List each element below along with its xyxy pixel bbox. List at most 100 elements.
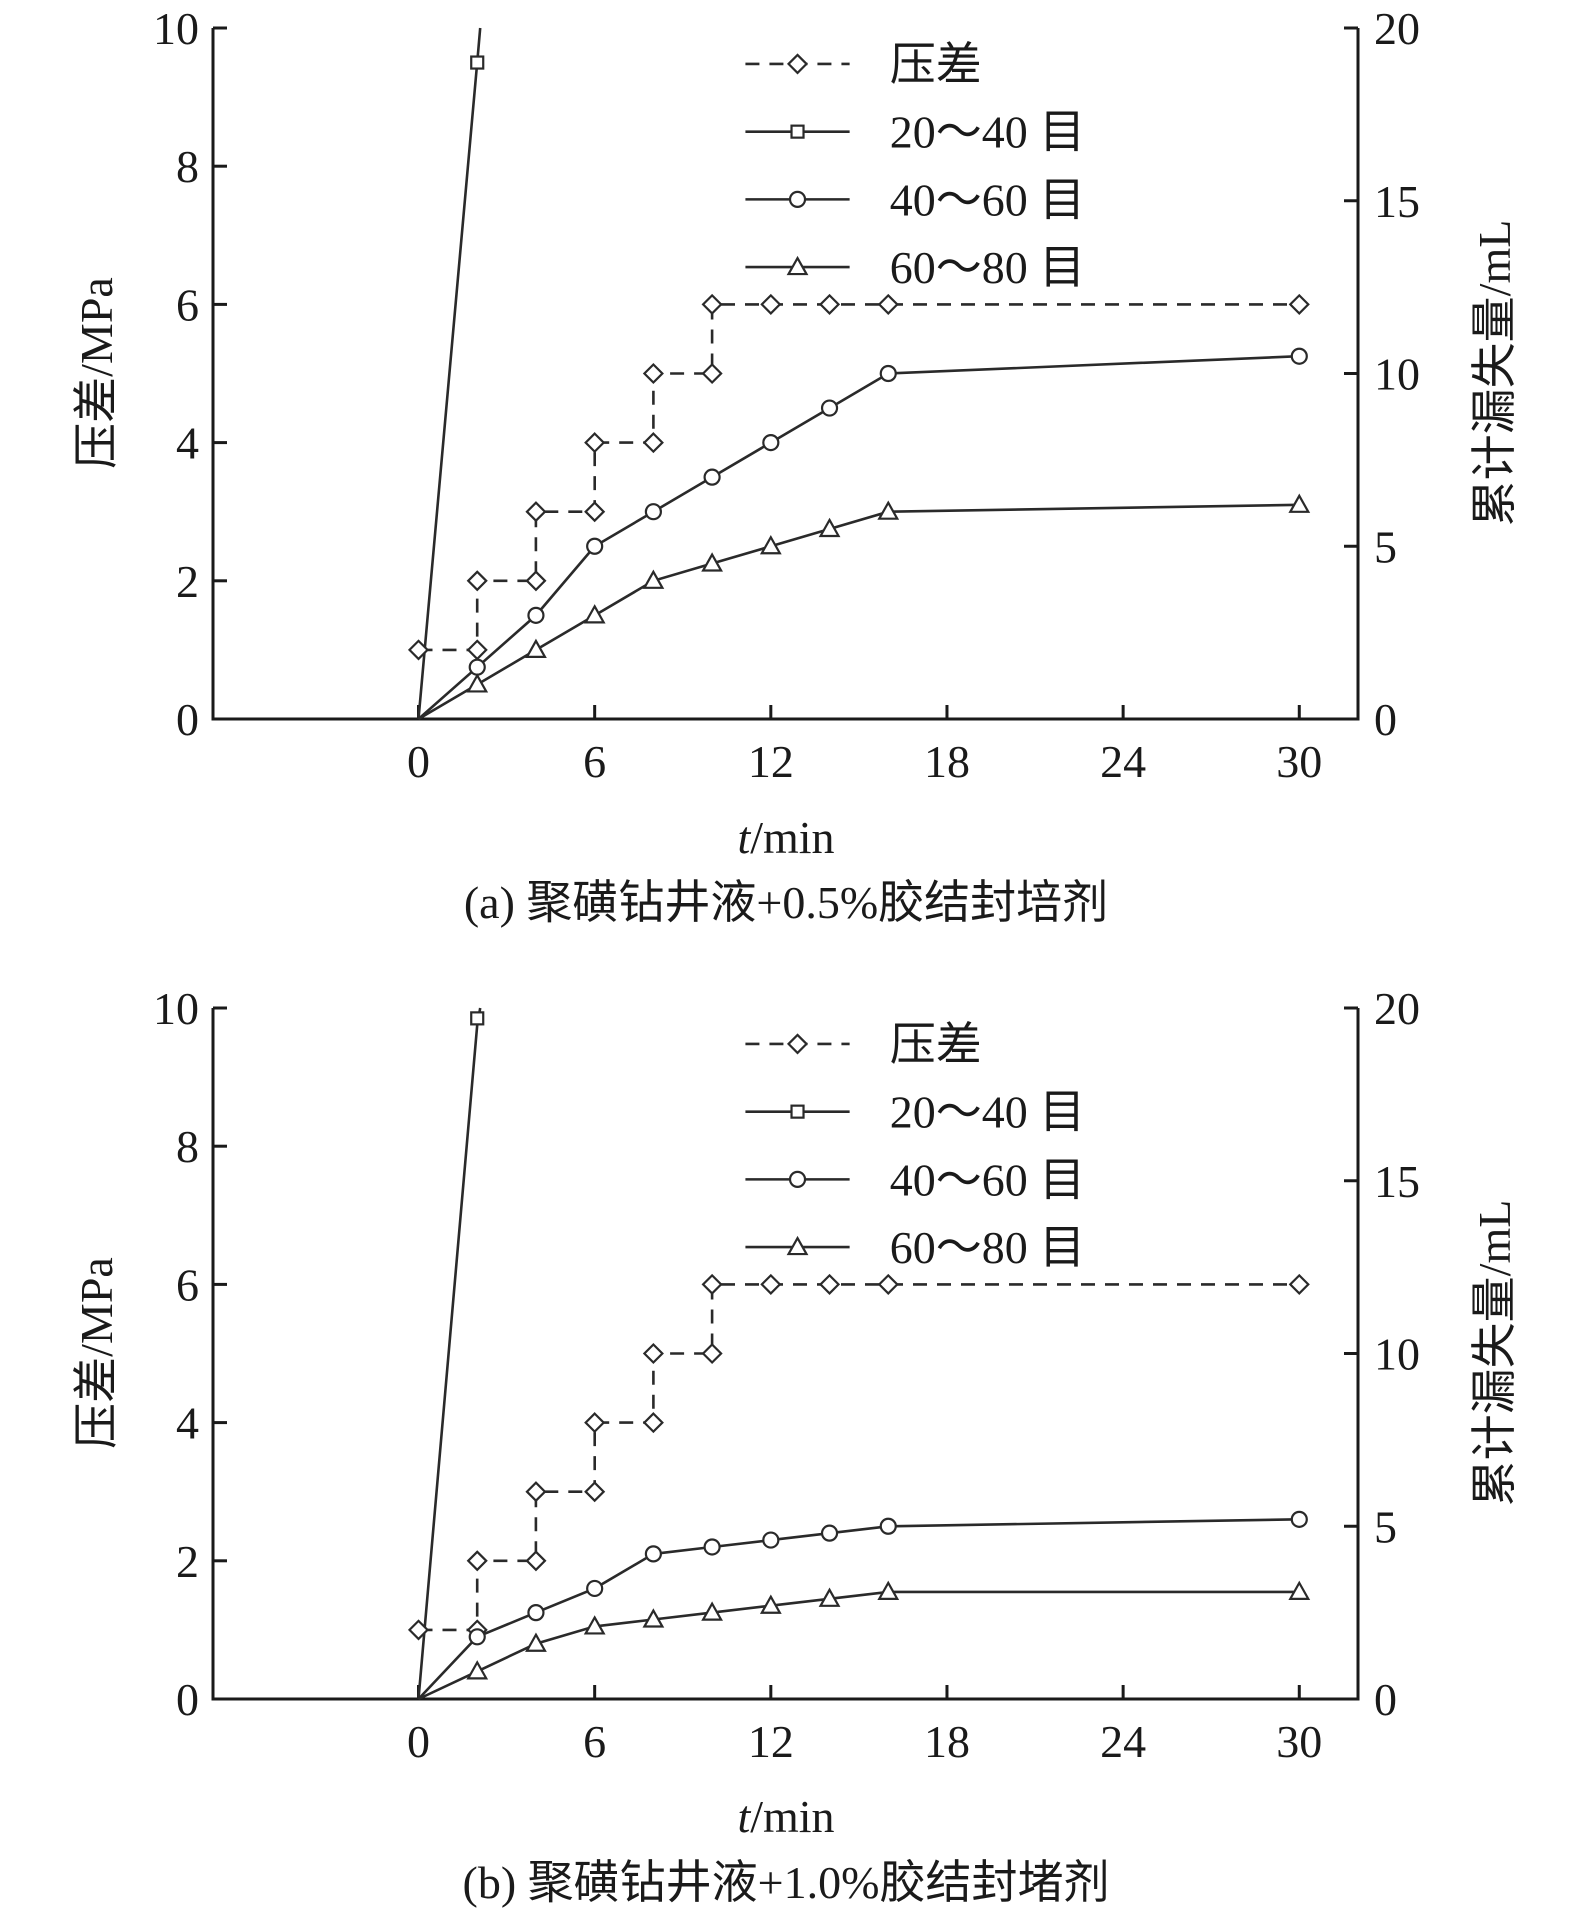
- data-point-pressure: [701, 1273, 723, 1295]
- data-point-triangle: [642, 1608, 665, 1628]
- y-axis-label-left: 压差/MPa: [71, 1257, 122, 1449]
- x-axis-tick-label: 18: [924, 736, 970, 787]
- x-axis-label-unit: /min: [750, 812, 834, 863]
- x-axis-tick-label: 6: [583, 736, 606, 787]
- right-axis-tick-label: 10: [1374, 1329, 1420, 1380]
- data-point-pressure: [642, 1412, 664, 1434]
- data-point-circle: [879, 1517, 897, 1535]
- x-axis-tick-label: 24: [1100, 1716, 1146, 1767]
- legend: 压差 20～40 目 40～60 目 60～80 目: [745, 1019, 1085, 1273]
- right-axis-tick-label: 0: [1374, 1674, 1397, 1725]
- data-point-triangle: [877, 500, 900, 520]
- legend-marker-circle: [788, 190, 807, 208]
- data-point-circle: [586, 1579, 604, 1598]
- x-axis-label: t/min: [737, 1791, 834, 1842]
- data-point-pressure: [525, 501, 547, 523]
- legend-label: 40～60 目: [890, 174, 1086, 225]
- data-point-pressure: [877, 1273, 899, 1295]
- data-point-triangle: [583, 1615, 606, 1635]
- data-point-pressure: [407, 639, 430, 661]
- data-point-circle: [1290, 1510, 1308, 1528]
- data-point-circle: [762, 1531, 780, 1549]
- data-point-circle: [644, 503, 662, 521]
- data-point-pressure: [642, 362, 664, 385]
- data-point-triangle: [818, 1587, 841, 1607]
- x-axis-tick-label: 0: [407, 1716, 430, 1767]
- right-axis-tick-label: 5: [1374, 521, 1397, 572]
- left-axis-tick-label: 2: [176, 556, 199, 607]
- legend-label: 60～80 目: [890, 1222, 1086, 1273]
- data-point-pressure: [525, 570, 547, 592]
- x-axis-label: t/min: [737, 812, 834, 863]
- data-point-circle: [703, 1538, 721, 1556]
- data-point-circle: [820, 1524, 839, 1542]
- left-axis-tick-label: 4: [176, 418, 199, 469]
- legend-marker-diamond: [786, 53, 809, 75]
- right-axis-ticks: 0 5 10 15 20: [1344, 983, 1420, 1725]
- right-axis-tick-label: 0: [1374, 694, 1397, 745]
- legend-marker-square: [790, 1104, 805, 1119]
- left-axis-tick-label: 0: [176, 694, 199, 745]
- y-axis-label-left: 压差/MPa: [71, 277, 122, 469]
- data-point-triangle: [466, 1660, 489, 1680]
- series-markers: [407, 55, 1311, 693]
- left-axis-ticks: 0 2 4 6 8 10: [153, 3, 227, 745]
- data-point-triangle: [1288, 1580, 1311, 1600]
- legend-marker-triangle: [786, 255, 809, 276]
- legend: 压差 20～40 目 40～60 目 60～80 目: [745, 39, 1085, 293]
- left-axis-ticks: 0 2 4 6 8 10: [153, 983, 227, 1725]
- right-axis-tick-label: 10: [1374, 349, 1420, 400]
- legend-marker-square: [790, 124, 805, 139]
- left-axis-tick-label: 8: [176, 1121, 199, 1172]
- data-point-pressure: [818, 293, 841, 315]
- data-point-pressure: [701, 1342, 723, 1365]
- data-point-circle: [820, 399, 839, 417]
- data-point-pressure: [701, 293, 723, 315]
- data-point-triangle: [701, 552, 723, 572]
- data-point-circle: [586, 537, 604, 555]
- data-point-circle: [1290, 347, 1308, 365]
- series-line-circle: [417, 1518, 1300, 1700]
- left-axis-tick-label: 10: [153, 983, 199, 1034]
- data-point-pressure: [642, 432, 664, 454]
- data-point-pressure: [584, 501, 606, 523]
- x-axis-label-variable: t: [737, 1791, 751, 1842]
- legend-label: 20～40 目: [890, 1087, 1086, 1138]
- data-point-triangle: [759, 1594, 782, 1614]
- data-point-circle: [879, 364, 897, 383]
- data-point-pressure: [1288, 1273, 1310, 1295]
- data-point-circle: [527, 1604, 545, 1622]
- x-axis-tick-label: 6: [583, 1716, 606, 1767]
- legend-marker-triangle: [786, 1235, 809, 1256]
- data-point-triangle: [877, 1580, 900, 1600]
- legend-label: 20～40 目: [890, 107, 1086, 158]
- x-axis-label-unit: /min: [750, 1791, 834, 1842]
- legend-marker-diamond: [786, 1033, 809, 1055]
- panel-caption: (b) 聚磺钻井液+1.0%胶结封堵剂: [463, 1857, 1110, 1908]
- left-axis-tick-label: 0: [176, 1674, 199, 1725]
- data-point-pressure: [760, 1273, 782, 1295]
- series-line-triangle: [417, 1590, 1300, 1701]
- y-axis-label-right: 累计漏失量/mL: [1469, 220, 1520, 527]
- data-point-pressure: [818, 1273, 841, 1295]
- data-point-pressure: [584, 432, 606, 454]
- data-point-pressure: [407, 1619, 430, 1641]
- legend-label: 压差: [890, 1019, 982, 1070]
- right-axis-tick-label: 15: [1374, 176, 1420, 227]
- series-line-circle: [417, 354, 1300, 720]
- left-axis-tick-label: 4: [176, 1398, 199, 1449]
- data-point-pressure: [701, 362, 723, 385]
- left-axis-tick-label: 6: [176, 1259, 199, 1310]
- series-markers: [407, 1011, 1311, 1680]
- legend-label: 40～60 目: [890, 1154, 1086, 1205]
- data-point-pressure: [466, 570, 488, 592]
- bottom-axis-ticks: 0 6 12 18 24 30: [407, 705, 1322, 787]
- left-axis-tick-label: 6: [176, 279, 199, 330]
- data-point-triangle: [525, 1632, 547, 1652]
- data-point-triangle: [701, 1601, 723, 1621]
- x-axis-tick-label: 18: [924, 1716, 970, 1767]
- x-axis-label-variable: t: [737, 812, 751, 863]
